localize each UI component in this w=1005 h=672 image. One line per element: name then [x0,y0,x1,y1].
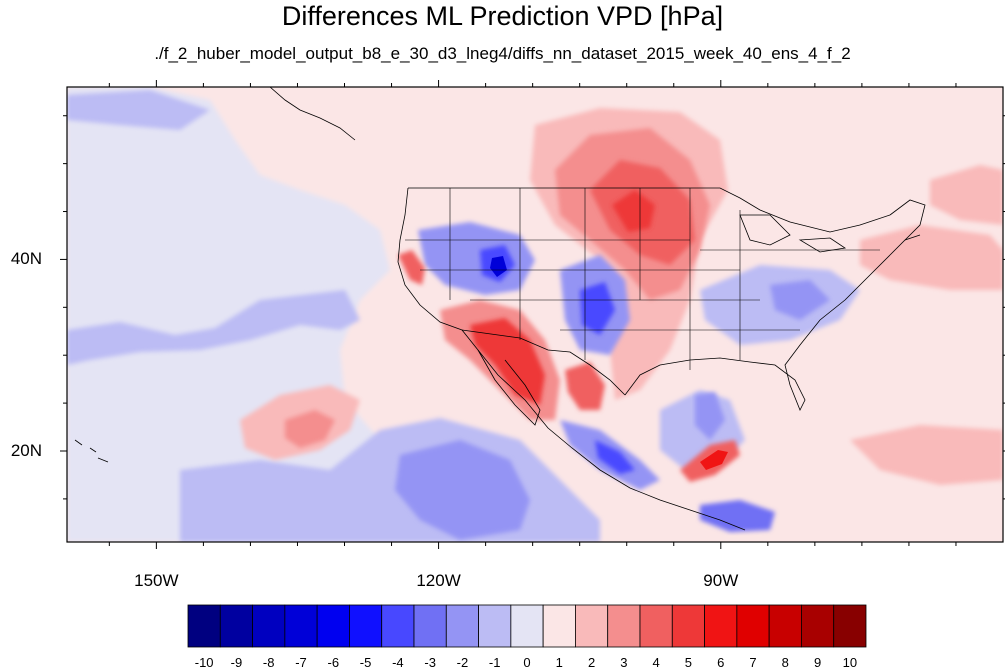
colorbar-label: 2 [587,655,596,670]
colorbar-label: -6 [327,655,340,670]
colorbar-label: 0 [523,655,531,670]
field-layer [67,87,1003,542]
southwest-positive-inner [470,318,545,405]
colorbar-swatch [478,604,512,648]
colorbar-swatch [284,604,318,648]
northeast-coast [889,199,926,241]
utah-negative-core [490,256,507,277]
map-ticks [60,80,1005,549]
chart-subtitle: ./f_2_huber_model_output_b8_e_30_d3_lneg… [154,44,851,63]
central-america-negative [700,500,775,532]
canada-east-positive [930,165,1003,225]
colorbar-label: -5 [359,655,372,670]
lon-label: 120W [416,571,461,590]
colorbar-swatch [639,604,673,648]
pacific-edge-negative [67,90,210,130]
plains-positive-core [612,190,655,232]
baja-coast [477,349,541,426]
colorbar-swatch [736,604,770,648]
colorbar-swatch [381,604,415,648]
pacific-positive-core [285,410,335,448]
pacific-south-negative-core [395,440,530,540]
caribbean-positive-core [700,450,728,470]
map-frame [66,86,1004,543]
colorbar-swatch [445,604,479,648]
pacific-negative-band [67,290,360,365]
lon-label: 90W [703,571,739,590]
colorbar-label: -10 [194,655,214,670]
colorbar-swatch [833,604,867,648]
colorbar-label: -8 [262,655,275,670]
california-positive [398,250,425,285]
colorbar-label: 8 [781,655,789,670]
colorbar-label: 9 [813,655,822,670]
colorbar-label: 3 [620,655,628,670]
state-lines [405,188,880,370]
lon-label: 150W [134,571,179,590]
great-lakes [739,214,847,253]
canada-border [408,187,891,233]
east-us-negative-core [770,280,830,320]
colorbar-label: -1 [488,655,501,670]
mexico-positive [565,362,605,410]
west-coast-line [397,187,746,531]
colorbar-swatch [542,604,576,648]
colorbar-label: 6 [717,655,725,670]
colorbar-swatch [575,604,609,648]
colorbar-label: -9 [230,655,243,670]
colorbar-swatch [704,604,738,648]
colorbar-swatch [801,604,835,648]
colorbar-swatch [607,604,641,648]
colorbar-swatch [671,604,705,648]
colorbar [187,604,867,648]
alaska-coast [269,87,356,141]
colorbar-label: -2 [456,655,469,670]
colorbar-label: 4 [652,655,660,670]
colorbar-swatch [349,604,383,648]
gulf-negative-core [695,392,725,440]
colorbar-label: -3 [424,655,436,670]
lat-label: 40N [10,249,42,269]
lat-label: 20N [10,441,42,460]
colorbar-swatch [187,604,221,648]
colorbar-swatch [219,604,253,648]
northeast-positive [860,225,1003,290]
colorbar-label: 1 [555,655,563,670]
colorbar-swatch [510,604,544,648]
colorbar-label: 10 [842,655,858,670]
atlantic-positive [850,425,1003,485]
colorbar-label: 5 [684,655,693,670]
colorbar-swatch [413,604,447,648]
colorbar-label: -7 [295,655,307,670]
mexico-negative-core [595,440,635,474]
colorbar-swatch [316,604,350,648]
chart-title: Differences ML Prediction VPD [hPa] [281,1,724,31]
hawaii-islands [74,439,109,463]
colorbar-swatch [768,604,802,648]
colorbar-label: 7 [749,655,757,670]
southern-plains-negative-core [580,282,615,335]
boundaries-layer [74,87,926,531]
colorbar-swatch [252,604,286,648]
colorbar-label: -4 [392,655,404,670]
